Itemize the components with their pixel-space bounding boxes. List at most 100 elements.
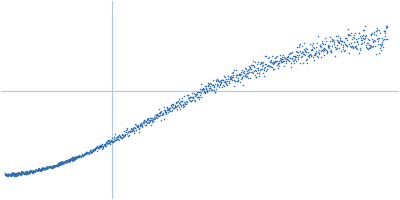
Point [140, 120, 146, 123]
Point [152, 115, 159, 118]
Point [99, 143, 106, 146]
Point [345, 32, 352, 35]
Point [138, 123, 144, 127]
Point [296, 43, 303, 47]
Point [306, 52, 313, 55]
Point [193, 94, 200, 97]
Point [363, 34, 369, 37]
Point [332, 34, 339, 37]
Point [157, 110, 164, 113]
Point [254, 66, 260, 69]
Point [280, 57, 287, 60]
Point [188, 91, 195, 95]
Point [378, 48, 384, 51]
Point [284, 57, 290, 60]
Point [379, 36, 386, 39]
Point [244, 69, 250, 72]
Point [160, 112, 166, 115]
Point [277, 54, 284, 57]
Point [259, 64, 266, 67]
Point [139, 126, 146, 129]
Point [274, 64, 280, 67]
Point [298, 51, 304, 54]
Point [334, 47, 340, 50]
Point [376, 29, 382, 32]
Point [281, 60, 287, 63]
Point [249, 71, 255, 74]
Point [140, 118, 147, 121]
Point [150, 119, 157, 123]
Point [230, 76, 236, 79]
Point [373, 29, 379, 33]
Point [335, 40, 341, 43]
Point [380, 38, 386, 41]
Point [293, 49, 299, 52]
Point [209, 89, 216, 92]
Point [169, 103, 176, 106]
Point [109, 139, 115, 142]
Point [118, 133, 125, 136]
Point [93, 146, 99, 149]
Point [90, 149, 96, 152]
Point [215, 83, 221, 87]
Point [268, 59, 274, 62]
Point [235, 80, 241, 83]
Point [275, 67, 282, 70]
Point [302, 50, 309, 53]
Point [269, 65, 276, 69]
Point [331, 45, 338, 48]
Point [298, 55, 304, 59]
Point [182, 103, 188, 106]
Point [175, 103, 181, 106]
Point [194, 95, 201, 98]
Point [115, 135, 121, 138]
Point [267, 61, 274, 64]
Point [246, 67, 252, 71]
Point [218, 78, 225, 81]
Point [308, 53, 314, 56]
Point [307, 53, 313, 56]
Point [138, 123, 144, 126]
Point [311, 58, 317, 62]
Point [177, 100, 183, 103]
Point [288, 52, 294, 55]
Point [113, 136, 120, 139]
Point [374, 38, 380, 41]
Point [170, 106, 177, 109]
Point [126, 129, 133, 132]
Point [343, 36, 349, 39]
Point [242, 73, 249, 76]
Point [147, 119, 154, 122]
Point [148, 116, 154, 120]
Point [301, 41, 308, 44]
Point [139, 123, 145, 126]
Point [171, 106, 177, 110]
Point [164, 108, 170, 111]
Point [300, 62, 306, 65]
Point [331, 40, 337, 44]
Point [163, 112, 169, 116]
Point [143, 124, 150, 127]
Point [303, 59, 310, 62]
Point [124, 131, 131, 134]
Point [222, 75, 228, 78]
Point [354, 48, 361, 51]
Point [376, 36, 382, 39]
Point [271, 61, 277, 64]
Point [151, 116, 158, 119]
Point [144, 118, 150, 121]
Point [346, 51, 352, 54]
Point [295, 57, 302, 60]
Point [264, 64, 270, 67]
Point [123, 128, 130, 131]
Point [365, 44, 372, 47]
Point [282, 59, 289, 62]
Point [289, 57, 295, 60]
Point [120, 133, 126, 136]
Point [368, 44, 374, 47]
Point [94, 146, 100, 149]
Point [368, 34, 374, 37]
Point [106, 141, 112, 144]
Point [378, 44, 384, 47]
Point [208, 82, 214, 86]
